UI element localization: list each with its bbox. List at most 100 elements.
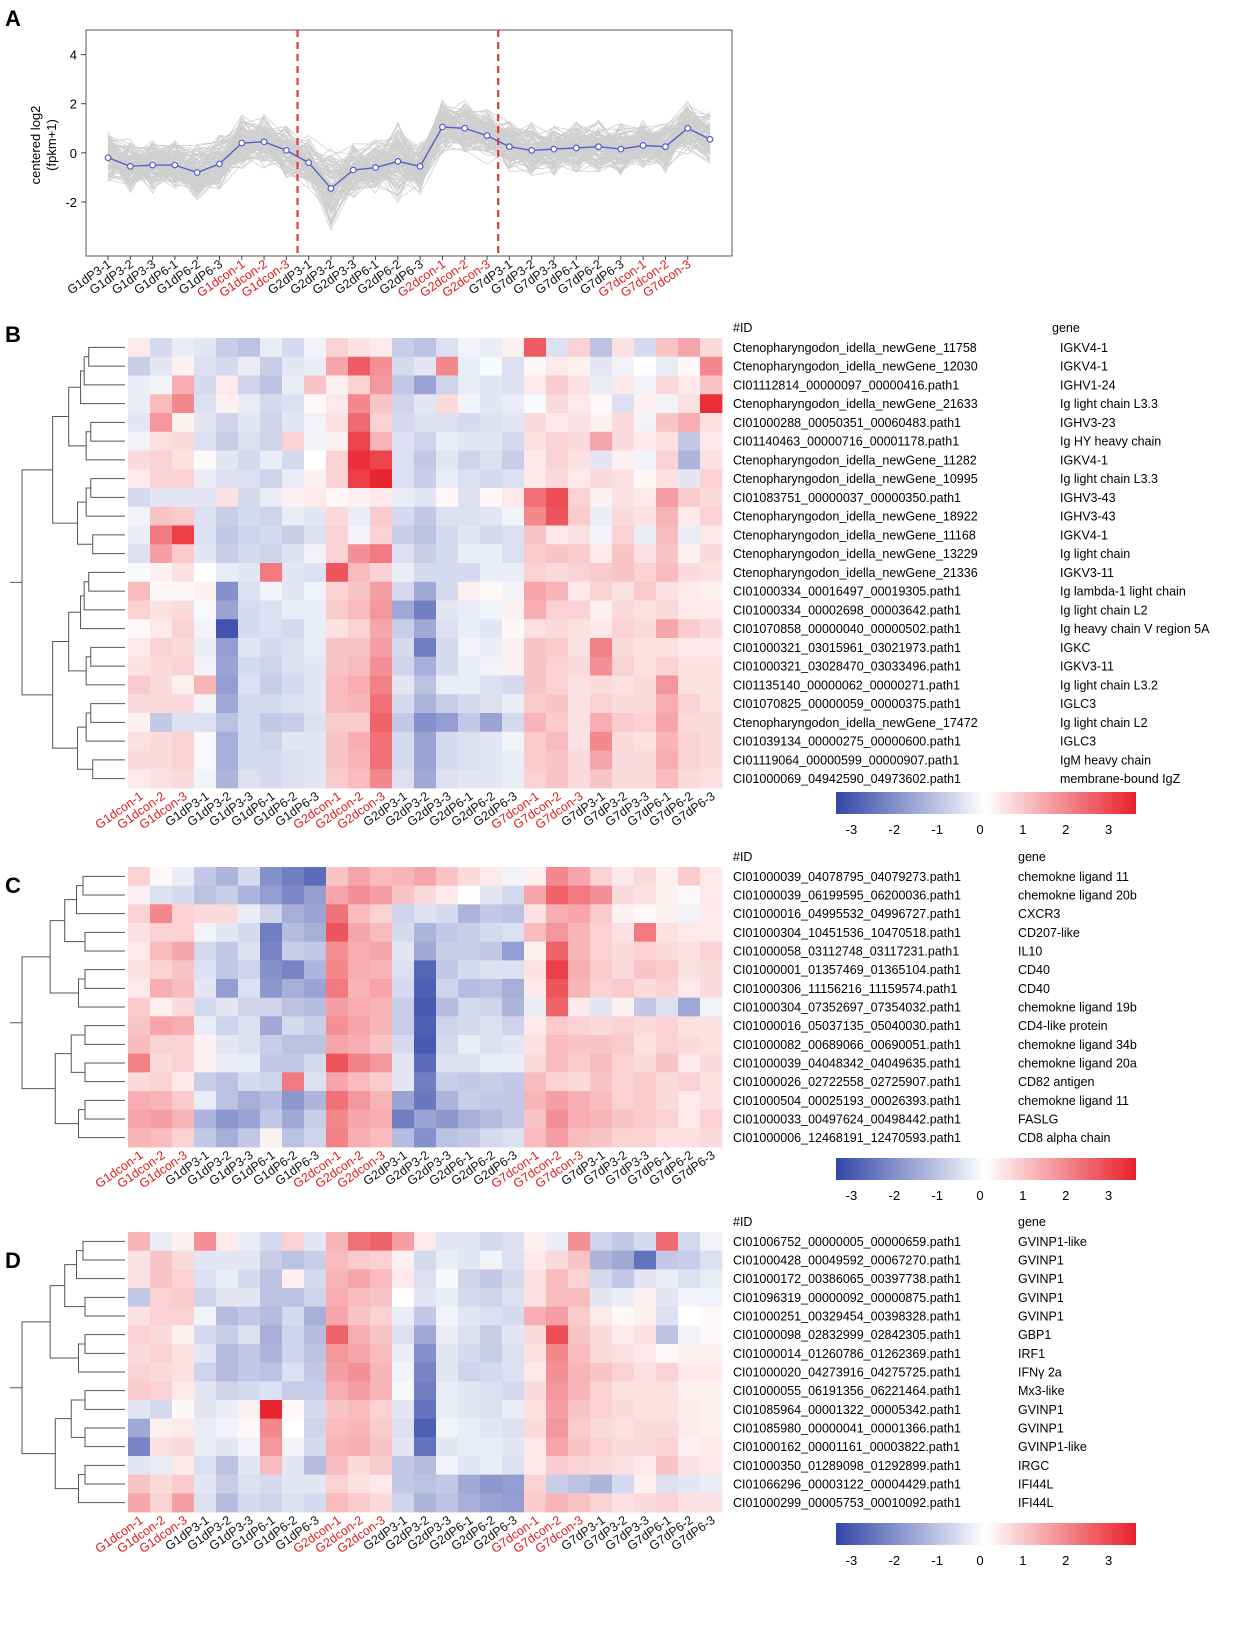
heatmap-cell (238, 1400, 261, 1420)
heatmap-cell (216, 750, 239, 770)
heatmap-cell (282, 1072, 305, 1092)
row-gene-label: CD40 (1018, 963, 1050, 977)
row-id-label: CI01000350_01289098_01292899.path1 (733, 1459, 961, 1473)
heatmap-cell (590, 979, 613, 999)
row-id-label: CI01000321_03028470_03033496.path1 (733, 660, 961, 674)
heatmap-cell (194, 1269, 217, 1289)
heatmap-cell (392, 469, 415, 489)
row-id-label: Ctenopharyngodon_idella_newGene_10995 (733, 472, 978, 486)
heatmap-cell (370, 338, 393, 358)
panel-a-mean-profile (104, 123, 714, 192)
heatmap-cell (546, 997, 569, 1017)
heatmap-cell (458, 1493, 481, 1513)
heatmap-cell (348, 431, 371, 451)
heatmap-cell (216, 506, 239, 526)
heatmap-cell (282, 750, 305, 770)
heatmap-cell (194, 619, 217, 639)
heatmap-cell (568, 375, 591, 395)
heatmap-cell (216, 1456, 239, 1476)
panel-a-x-axis: G1dP3-1G1dP3-2G1dP3-3G1dP6-1G1dP6-2G1dP6… (65, 256, 693, 300)
heatmap-cell (568, 656, 591, 676)
row-id-label: CI01119064_00000599_00000907.path1 (733, 753, 959, 767)
heatmap-cell (150, 413, 173, 433)
heatmap-cell (326, 750, 349, 770)
heatmap-cell (348, 769, 371, 789)
heatmap-cell (414, 941, 437, 961)
heatmap-cell (612, 1109, 635, 1129)
heatmap-cell (348, 1269, 371, 1289)
heatmap-cell (216, 1250, 239, 1270)
heatmap-cell (436, 450, 459, 470)
heatmap-cell (634, 1325, 657, 1345)
heatmap-cell (678, 769, 701, 789)
panel-d-heatmap: #ID geneCI01006752_00000005_00000659.path… (10, 1215, 1136, 1568)
heatmap-cell (348, 619, 371, 639)
heatmap-cell (150, 356, 173, 376)
row-gene-label: IgM heavy chain (1060, 753, 1151, 767)
heatmap-cell (282, 1306, 305, 1326)
heatmap-cell (700, 469, 723, 489)
heatmap-cell (568, 923, 591, 943)
heatmap-cell (370, 544, 393, 564)
heatmap-cell (546, 1072, 569, 1092)
heatmap-cell (414, 1091, 437, 1111)
heatmap-cell (502, 713, 525, 733)
heatmap-cell (216, 694, 239, 714)
heatmap-cell (128, 581, 151, 601)
heatmap-cell (612, 1288, 635, 1308)
heatmap-cell (260, 960, 283, 980)
heatmap-cell (590, 713, 613, 733)
heatmap-cell (436, 997, 459, 1017)
heatmap-cell (700, 769, 723, 789)
heatmap-cell (392, 769, 415, 789)
heatmap-cell (414, 356, 437, 376)
row-gene-label: IGKV4-1 (1060, 453, 1108, 467)
heatmap-cell (502, 1325, 525, 1345)
colorbar-tick-label: -2 (889, 1188, 901, 1203)
heatmap-cell (546, 356, 569, 376)
heatmap-cell (326, 619, 349, 639)
row-id-label: CI01000304_10451536_10470518.path1 (733, 926, 961, 940)
row-gene-label: Ig light chain L3.2 (1060, 678, 1158, 692)
heatmap-cell (458, 506, 481, 526)
heatmap-cell (238, 638, 261, 658)
row-gene-label: GBP1 (1018, 1328, 1051, 1342)
heatmap-cell (172, 1128, 195, 1148)
heatmap-cell (524, 1072, 547, 1092)
heatmap-cell (216, 1362, 239, 1382)
heatmap-cell (524, 941, 547, 961)
heatmap-cell (502, 563, 525, 583)
heatmap-cell (282, 675, 305, 695)
heatmap-cell (590, 941, 613, 961)
heatmap-cell (216, 1474, 239, 1494)
heatmap-cell (216, 356, 239, 376)
heatmap-cell (128, 638, 151, 658)
heatmap-cell (524, 867, 547, 887)
heatmap-cell (194, 581, 217, 601)
heatmap-cell (612, 1035, 635, 1055)
panel-c-heatmap: #ID geneCI01000039_04078795_04079273.path… (10, 850, 1137, 1203)
heatmap-cell (414, 1053, 437, 1073)
id-column-header: #ID (733, 321, 752, 335)
heatmap-cell (238, 1418, 261, 1438)
heatmap-cell (480, 997, 503, 1017)
heatmap-cell (546, 1035, 569, 1055)
heatmap-cell (128, 506, 151, 526)
heatmap-cell (458, 469, 481, 489)
heatmap-cell (282, 356, 305, 376)
heatmap-cell (612, 885, 635, 905)
row-gene-label: Ig light chain L2 (1060, 716, 1148, 730)
heatmap-cell (304, 960, 327, 980)
heatmap-cell (414, 431, 437, 451)
heatmap-cell (216, 375, 239, 395)
heatmap-cell (216, 1344, 239, 1364)
heatmap-cell (238, 923, 261, 943)
heatmap-cell (128, 923, 151, 943)
heatmap-cell (150, 525, 173, 545)
heatmap-cell (458, 1437, 481, 1457)
heatmap-cell (414, 1344, 437, 1364)
heatmap-cell (458, 1381, 481, 1401)
dendrogram-branch (64, 1264, 85, 1308)
heatmap-cell (194, 1053, 217, 1073)
heatmap-cell (172, 1456, 195, 1476)
